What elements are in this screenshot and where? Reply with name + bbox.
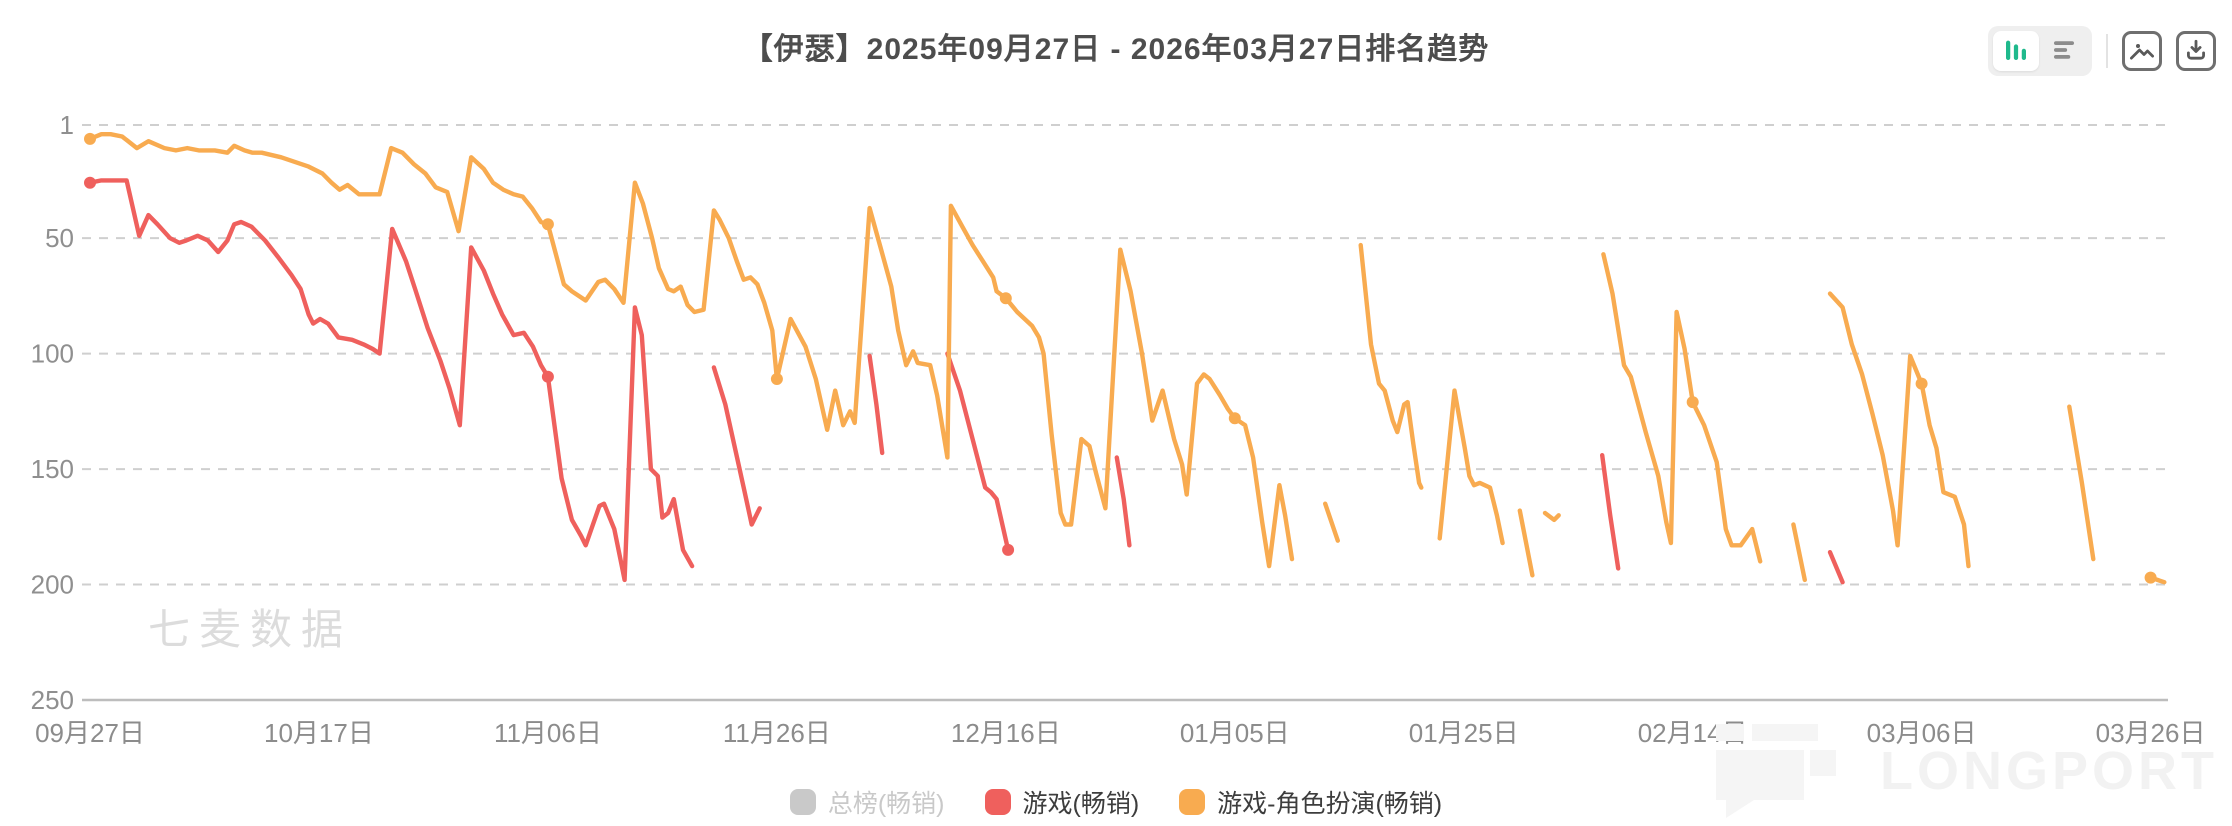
series-line-games_bestseller-seg6 (1827, 550, 1845, 585)
series-line-games_bestseller-seg4 (1114, 455, 1132, 548)
y-tick-label-200: 200 (31, 570, 74, 600)
legend-swatch-orange (1179, 789, 1206, 815)
series-marker-rpg_bestseller-7 (2144, 571, 2157, 584)
export-image-button[interactable] (2122, 31, 2162, 71)
x-tick-label-0: 09月27日 (35, 718, 145, 748)
download-icon (2182, 36, 2210, 67)
legend-swatch-red (984, 789, 1011, 815)
series-marker-rpg_bestseller-5 (1686, 396, 1699, 409)
series-marker-rpg_bestseller-4 (1228, 412, 1241, 425)
legend-label: 游戏(畅销) (1022, 790, 1140, 818)
y-tick-label-250: 250 (31, 685, 74, 715)
legend-label: 游戏-角色扮演(畅销) (1217, 790, 1443, 818)
series-line-games_bestseller-seg2 (867, 353, 885, 456)
series-marker-rpg_bestseller-0 (84, 132, 96, 145)
y-tick-label-1: 1 (60, 110, 74, 140)
x-tick-label-9: 03月26日 (2096, 718, 2206, 748)
list-view-button[interactable] (2041, 31, 2087, 71)
x-tick-label-7: 02月14日 (1638, 718, 1748, 748)
chart-title: 【伊瑟】2025年09月27日 - 2026年03月27日排名趋势 (742, 33, 1490, 66)
y-tick-label-100: 100 (31, 339, 74, 369)
series-line-rpg_bestseller-seg9 (2067, 404, 2096, 562)
series-line-rpg_bestseller-seg1 (1322, 501, 1341, 543)
y-tick-label-50: 50 (45, 223, 74, 253)
series-marker-rpg_bestseller-6 (1915, 377, 1928, 390)
x-tick-label-2: 11月06日 (494, 718, 602, 748)
x-tick-label-3: 11月26日 (723, 718, 831, 748)
legend-swatch-gray (789, 789, 816, 815)
legend-item-total-bestseller[interactable]: 总榜(畅销) (789, 784, 945, 820)
series-marker-games_bestseller-0 (84, 176, 96, 189)
bar-chart-icon (2001, 35, 2031, 68)
image-icon (2127, 35, 2157, 68)
series-line-rpg_bestseller-seg0 (87, 131, 1295, 569)
download-button[interactable] (2176, 31, 2216, 71)
series-marker-rpg_bestseller-3 (999, 292, 1012, 305)
series-line-games_bestseller-seg5 (1599, 453, 1621, 571)
legend-item-rpg-bestseller[interactable]: 游戏-角色扮演(畅销) (1179, 784, 1442, 820)
line-chart-view-button[interactable] (1993, 31, 2039, 71)
series-line-games_bestseller-seg1 (711, 365, 762, 527)
series-marker-games_bestseller-2 (1002, 543, 1015, 556)
legend-label: 总榜(畅销) (827, 790, 945, 818)
series-line-games_bestseller-seg3 (945, 351, 1011, 553)
toolbar (1988, 26, 2216, 76)
series-marker-games_bestseller-1 (541, 370, 554, 383)
x-tick-label-4: 12月16日 (951, 718, 1061, 748)
chart-type-switch (1988, 26, 2092, 76)
series-line-rpg_bestseller-seg6 (1601, 252, 1763, 564)
series-line-rpg_bestseller-seg8 (1827, 291, 1971, 569)
x-tick-label-1: 10月17日 (264, 718, 374, 748)
list-icon (2049, 35, 2079, 68)
series-line-rpg_bestseller-seg3 (1437, 388, 1505, 546)
legend: 总榜(畅销) 游戏(畅销) 游戏-角色扮演(畅销) (0, 784, 2232, 820)
legend-item-games-bestseller[interactable]: 游戏(畅销) (984, 784, 1140, 820)
series-line-rpg_bestseller-seg7 (1791, 522, 1808, 583)
series-line-rpg_bestseller-seg2 (1358, 242, 1424, 490)
series-line-rpg_bestseller-seg4 (1517, 508, 1535, 578)
y-tick-label-150: 150 (31, 454, 74, 484)
x-tick-label-8: 03月06日 (1867, 718, 1977, 748)
series-line-games_bestseller-seg0 (87, 178, 695, 583)
x-tick-label-6: 01月25日 (1409, 718, 1519, 748)
series-line-rpg_bestseller-seg5 (1542, 510, 1561, 523)
series-marker-rpg_bestseller-2 (770, 373, 783, 385)
toolbar-divider (2106, 34, 2108, 68)
series-marker-rpg_bestseller-1 (541, 218, 554, 231)
x-tick-label-5: 01月05日 (1180, 718, 1290, 748)
